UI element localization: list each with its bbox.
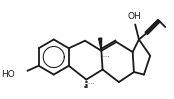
Text: ⋯: ⋯ [87, 81, 94, 86]
Text: OH: OH [127, 12, 141, 21]
Text: HO: HO [1, 70, 15, 79]
Polygon shape [99, 38, 102, 51]
Text: ⋯: ⋯ [103, 53, 109, 58]
